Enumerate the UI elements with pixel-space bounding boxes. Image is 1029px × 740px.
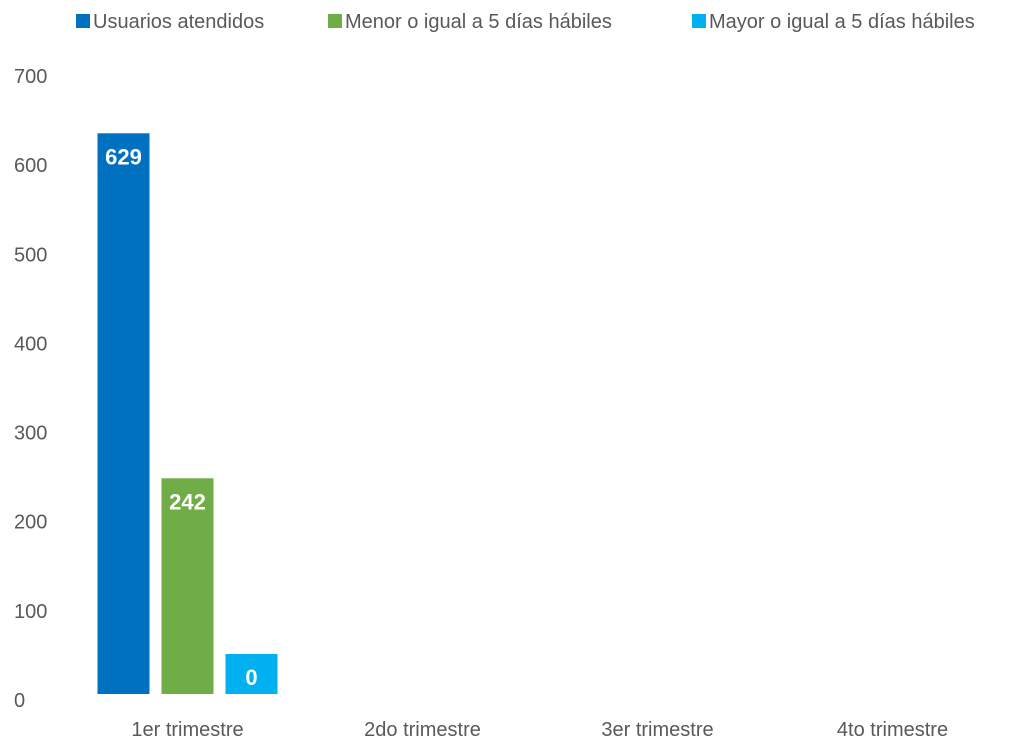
data-label-series-2-1: 242 — [169, 489, 206, 514]
bar-series-3-1 — [225, 654, 278, 694]
legend-swatch-2 — [328, 14, 342, 28]
y-tick-label: 700 — [14, 66, 47, 88]
bar-series-1-1 — [97, 133, 150, 694]
y-tick-label: 300 — [14, 423, 47, 445]
legend-label-2: Menor o igual a 5 días hábiles — [345, 11, 612, 33]
x-axis: 1er trimestre 2do trimestre 3er trimestre 4… — [131, 719, 948, 740]
x-tick-label: 1er trimestre — [131, 719, 243, 740]
y-tick-label: 500 — [14, 244, 47, 266]
legend-swatch-1 — [76, 14, 90, 28]
data-label-series-1-1: 629 — [105, 144, 142, 169]
y-tick-label: 200 — [14, 512, 47, 534]
data-labels-group: 629 242 0 — [105, 144, 257, 690]
legend-label-1: Usuarios atendidos — [93, 11, 264, 33]
chart-legend: Usuarios atendidos Menor o igual a 5 días… — [76, 11, 975, 33]
y-tick-label: 600 — [14, 155, 47, 177]
bar-series-2-1 — [161, 478, 214, 694]
legend-swatch-3 — [692, 14, 706, 28]
y-tick-label: 0 — [14, 690, 25, 712]
y-tick-label: 400 — [14, 333, 47, 355]
x-tick-label: 2do trimestre — [364, 719, 481, 740]
data-label-series-3-1: 0 — [245, 665, 257, 690]
x-tick-label: 4to trimestre — [837, 719, 948, 740]
bars-group — [97, 133, 278, 694]
legend-label-3: Mayor o igual a 5 días hábiles — [709, 11, 975, 33]
x-tick-label: 3er trimestre — [601, 719, 713, 740]
y-axis: 0 100 200 300 400 500 600 700 — [14, 66, 47, 712]
y-tick-label: 100 — [14, 601, 47, 623]
